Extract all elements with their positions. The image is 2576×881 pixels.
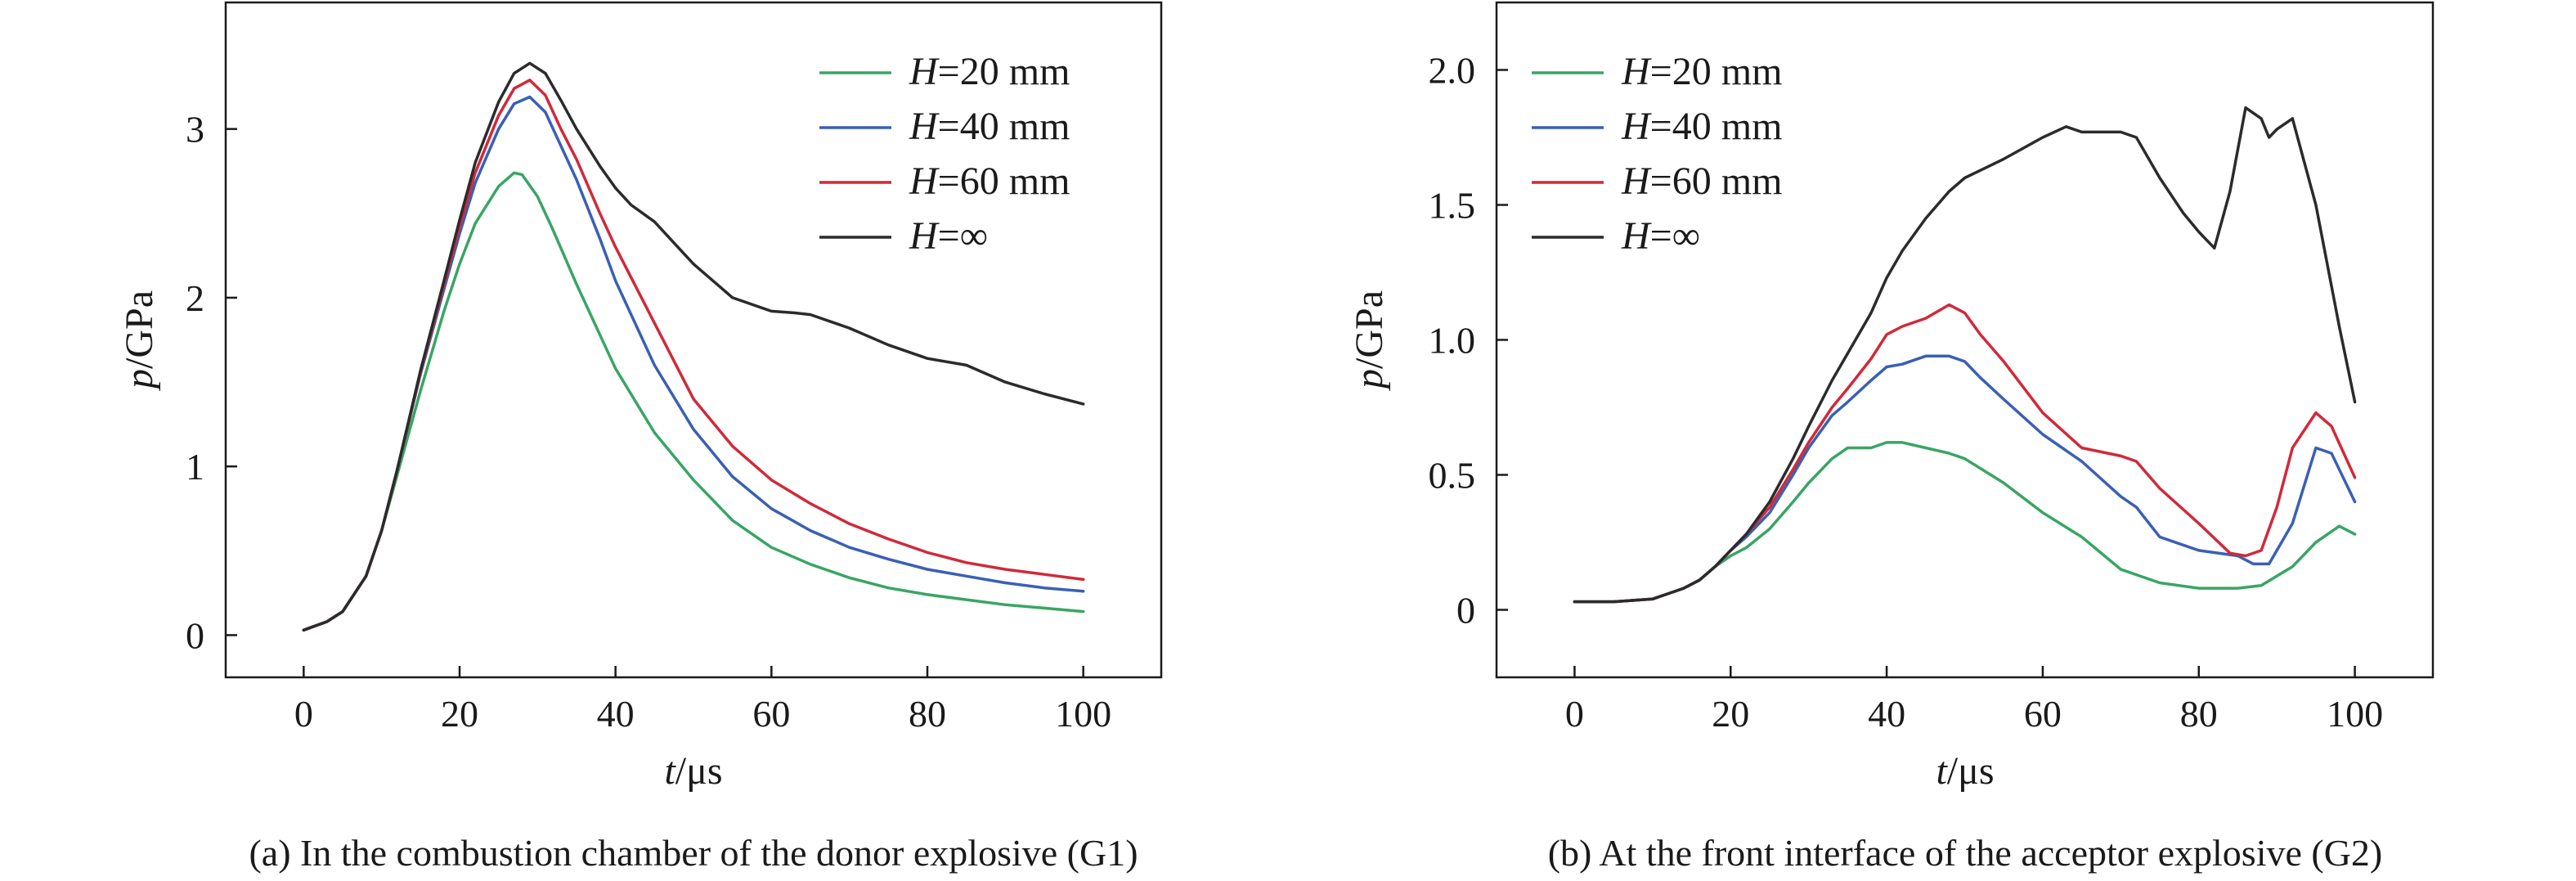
legend-label: H=20 mm (909, 50, 1070, 93)
x-tick-label: 100 (2327, 693, 2383, 735)
x-tick-label: 20 (441, 693, 478, 735)
legend-label: H=40 mm (1621, 105, 1782, 148)
x-tick-label: 40 (1868, 693, 1905, 735)
panel-a-caption: (a) In the combustion chamber of the don… (249, 832, 1138, 874)
panel-a-x-ticks: 0 20 40 60 80 100 (294, 666, 1111, 735)
x-tick-label: 60 (752, 693, 790, 735)
panel-a-x-axis-label: t/μs (664, 749, 722, 793)
y-tick-label: 2 (186, 277, 204, 319)
series-line (1573, 441, 2357, 604)
legend-label: H=40 mm (909, 105, 1070, 148)
panel-b-y-axis-label: p/GPa (1348, 290, 1391, 391)
panel-b-legend: H=20 mm H=40 mm H=60 mm H=∞ (1532, 50, 1782, 258)
panel-b-caption: (b) At the front interface of the accept… (1548, 832, 2383, 874)
x-tick-label: 100 (1055, 693, 1111, 735)
panel-b: 0 20 40 60 80 100 0 0.5 1.0 1.5 2.0 H=20 mm H=40 m… (1348, 1, 2435, 874)
y-tick-label: 1.0 (1429, 320, 1476, 362)
legend-label: H=60 mm (1621, 160, 1782, 203)
x-tick-label: 0 (294, 693, 313, 735)
panel-a-legend: H=20 mm H=40 mm H=60 mm H=∞ (819, 50, 1070, 258)
legend-label: H=20 mm (1621, 50, 1782, 93)
legend-label: H=∞ (1621, 214, 1700, 258)
panel-a-plot-frame (224, 1, 1163, 679)
x-tick-label: 40 (597, 693, 635, 735)
panel-b-x-ticks: 0 20 40 60 80 100 (1565, 666, 2383, 735)
x-tick-label: 0 (1565, 693, 1584, 735)
panel-a-y-axis-label: p/GPa (118, 290, 161, 391)
x-tick-label: 20 (1712, 693, 1749, 735)
legend-label: H=60 mm (909, 160, 1070, 203)
y-tick-label: 3 (186, 109, 204, 151)
series-line (1573, 106, 2357, 604)
x-tick-label: 80 (909, 693, 946, 735)
panel-b-series-lines (1573, 106, 2357, 604)
panel-b-plot-frame (1495, 1, 2435, 679)
panel-b-y-ticks: 0 0.5 1.0 1.5 2.0 (1429, 50, 1508, 632)
legend-label: H=∞ (909, 214, 988, 258)
panel-a-series-lines (302, 61, 1085, 632)
y-tick-label: 1.5 (1429, 185, 1476, 227)
y-tick-label: 0.5 (1429, 455, 1476, 497)
panel-a-y-ticks: 0 1 2 3 (186, 109, 237, 656)
y-tick-label: 1 (186, 446, 204, 488)
y-tick-label: 0 (1456, 590, 1475, 632)
x-tick-label: 80 (2180, 693, 2218, 735)
series-line (302, 61, 1085, 632)
panel-b-x-axis-label: t/μs (1936, 749, 1994, 793)
y-tick-label: 0 (186, 614, 204, 656)
y-tick-label: 2.0 (1429, 50, 1476, 92)
series-line (1573, 354, 2357, 604)
x-tick-label: 60 (2024, 693, 2062, 735)
